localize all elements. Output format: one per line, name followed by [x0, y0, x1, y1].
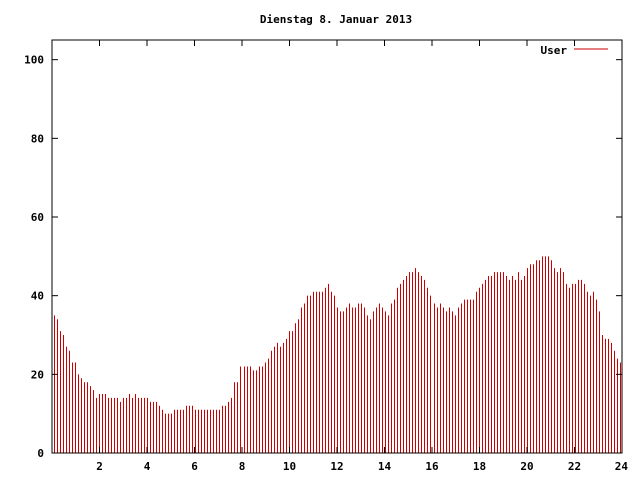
y-tick-label: 40: [31, 290, 44, 303]
x-tick-label: 4: [144, 460, 151, 473]
x-tick-label: 10: [283, 460, 296, 473]
x-tick-label: 16: [425, 460, 439, 473]
y-tick-label: 0: [37, 447, 44, 460]
x-tick-label: 2: [96, 460, 103, 473]
y-tick-label: 100: [24, 54, 44, 67]
chart-title: Dienstag 8. Januar 2013: [260, 13, 412, 26]
x-tick-label: 14: [378, 460, 392, 473]
y-tick-label: 80: [31, 132, 44, 145]
x-axis: 2 4 6 8 10 12 14 16 18 20 22 24: [96, 40, 628, 473]
x-tick-label: 12: [330, 460, 343, 473]
legend: User: [541, 44, 608, 57]
bars: [54, 256, 621, 453]
x-tick-label: 22: [568, 460, 581, 473]
x-tick-label: 20: [520, 460, 533, 473]
x-tick-label: 6: [191, 460, 198, 473]
x-tick-label: 24: [615, 460, 629, 473]
y-tick-label: 60: [31, 211, 44, 224]
x-tick-label: 8: [239, 460, 246, 473]
legend-label: User: [541, 44, 568, 57]
y-tick-label: 20: [31, 368, 44, 381]
x-tick-label: 18: [473, 460, 486, 473]
y-axis: 0 20 40 60 80 100: [24, 54, 622, 460]
